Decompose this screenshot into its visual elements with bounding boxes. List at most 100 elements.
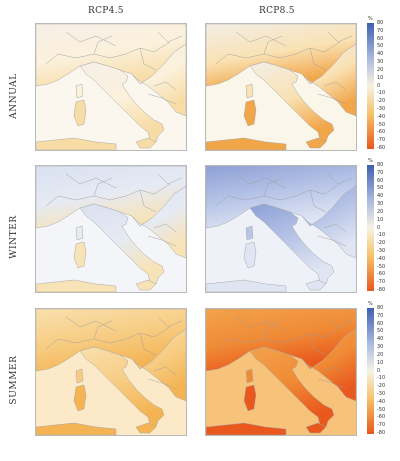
colorbar-tick-label: 80	[377, 20, 384, 26]
colorbar-tick-label: -10	[377, 232, 386, 239]
country-border	[317, 235, 347, 247]
colorbar-tick-label: 80	[377, 162, 384, 168]
colorbar-tick-label: -40	[377, 255, 386, 262]
colorbar-tick-label: -80	[377, 287, 386, 293]
country-border	[153, 223, 177, 233]
map-panel-summer-rcp45	[35, 308, 187, 436]
sicily-island	[135, 137, 157, 149]
country-border	[295, 41, 341, 55]
country-border	[157, 173, 183, 185]
colorbar	[367, 165, 374, 291]
colorbar-tick-label: 80	[377, 305, 384, 311]
country-border	[235, 31, 287, 47]
colorbar-tick-label: 60	[377, 320, 384, 327]
italy-peninsula	[249, 203, 335, 285]
corsica-island	[75, 225, 84, 241]
country-border	[65, 316, 117, 332]
country-border	[323, 366, 347, 376]
africa-coast	[36, 137, 117, 150]
africa-coast	[206, 137, 287, 150]
africa-coast	[206, 422, 287, 435]
country-border	[65, 173, 117, 189]
colorbar-tick-label: 50	[377, 185, 384, 192]
country-border	[125, 326, 171, 340]
sicily-island	[135, 279, 157, 291]
country-border	[139, 189, 157, 213]
country-border	[309, 47, 327, 71]
colorbar-unit: %	[368, 158, 373, 164]
colorbar-tick-label: 30	[377, 59, 384, 66]
sicily-island	[305, 279, 327, 291]
country-border	[317, 93, 347, 105]
map-svg	[36, 309, 186, 435]
balkan-landmass	[301, 328, 356, 402]
balkan-landmass	[131, 43, 186, 117]
colorbar-tick-label: -60	[377, 129, 386, 136]
colorbar-tick-label: -30	[377, 247, 386, 254]
country-border	[139, 47, 157, 71]
colorbar-tick-label: 50	[377, 328, 384, 335]
colorbar-tick-label: 70	[377, 312, 384, 319]
colorbar-tick-label: 10	[377, 216, 384, 223]
sicily-island	[135, 422, 157, 434]
colorbar-tick-label: 50	[377, 43, 384, 50]
colorbar-tick-label: -80	[377, 430, 386, 436]
country-border	[45, 338, 59, 350]
colorbar-tick-label: -60	[377, 414, 386, 421]
italy-peninsula	[79, 346, 165, 428]
sardinia-island	[243, 384, 257, 412]
colorbar-tick-label: 40	[377, 336, 384, 343]
country-border	[327, 316, 353, 328]
colorbar-tick-label: 10	[377, 359, 384, 366]
map-panel-annual-rcp45	[35, 23, 187, 151]
colorbar-tick-label: -30	[377, 390, 386, 397]
colorbar-tick-label: -80	[377, 145, 386, 151]
africa-coast	[36, 422, 117, 435]
colorbar-tick-label: -70	[377, 279, 386, 286]
italy-peninsula	[79, 203, 165, 285]
country-border	[235, 316, 287, 332]
map-panel-winter-rcp45	[35, 165, 187, 293]
country-border	[295, 326, 341, 340]
map-panel-winter-rcp85	[205, 165, 357, 293]
row-label-annual: ANNUAL	[9, 73, 19, 119]
country-border	[215, 338, 229, 350]
country-border	[215, 53, 229, 65]
colorbar-tick-label: 30	[377, 344, 384, 351]
colorbar-tick-label: -50	[377, 406, 386, 413]
country-border	[317, 378, 347, 390]
colorbar-tick-label: -50	[377, 263, 386, 270]
country-border	[323, 81, 347, 91]
colorbar-tick-label: -40	[377, 113, 386, 120]
map-panel-summer-rcp85	[205, 308, 357, 436]
sicily-island	[305, 422, 327, 434]
colorbar-tick-label: -70	[377, 422, 386, 429]
colorbar-tick-label: -50	[377, 121, 386, 128]
italy-peninsula	[249, 346, 335, 428]
colorbar-tick-label: 60	[377, 35, 384, 42]
corsica-island	[75, 368, 84, 384]
balkan-landmass	[301, 43, 356, 117]
row-label-summer: SUMMER	[9, 355, 19, 405]
country-border	[147, 235, 177, 247]
sardinia-island	[243, 241, 257, 269]
colorbar-tick-label: 20	[377, 66, 384, 73]
colorbar-tick-label: 70	[377, 169, 384, 176]
colorbar-tick-label: -20	[377, 383, 386, 390]
colorbar-tick-label: -40	[377, 398, 386, 405]
column-title-rcp45: RCP4.5	[88, 6, 124, 16]
map-svg	[206, 24, 356, 150]
colorbar-tick-label: 20	[377, 351, 384, 358]
colorbar-tick-label: -20	[377, 98, 386, 105]
colorbar-tick-label: -10	[377, 90, 386, 97]
colorbar-tick-label: -20	[377, 240, 386, 247]
italy-peninsula	[79, 61, 165, 143]
country-border	[153, 81, 177, 91]
country-border	[327, 173, 353, 185]
colorbar-tick-label: 0	[377, 82, 381, 89]
balkan-landmass	[301, 185, 356, 259]
colorbar-tick-label: 70	[377, 27, 384, 34]
sicily-island	[305, 137, 327, 149]
colorbar-tick-label: -70	[377, 137, 386, 144]
corsica-island	[245, 225, 254, 241]
